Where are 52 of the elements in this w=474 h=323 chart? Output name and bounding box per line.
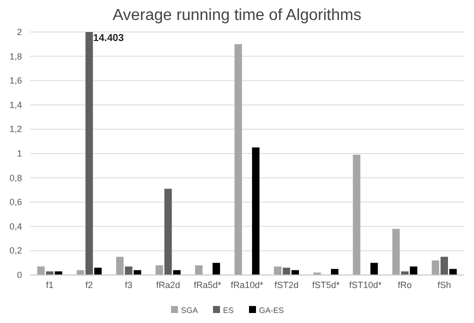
y-tick-label: 1,4 — [9, 100, 22, 110]
x-tick-label: f3 — [124, 280, 132, 290]
bar — [134, 270, 142, 275]
bar — [173, 270, 181, 275]
bar — [352, 154, 360, 275]
bar — [370, 262, 378, 275]
bar — [195, 265, 203, 275]
bar — [449, 268, 457, 275]
bar — [234, 44, 242, 275]
y-tick-label: 1,8 — [9, 51, 22, 62]
x-tick-label: fRa5d* — [194, 280, 222, 290]
bar — [37, 266, 45, 275]
annotation: 14.403 — [93, 33, 124, 44]
bar — [156, 265, 164, 275]
x-tick-label: fRo — [398, 280, 412, 290]
bar — [274, 266, 282, 275]
bar — [164, 188, 172, 275]
bar — [124, 266, 132, 275]
bar — [291, 270, 299, 275]
bar — [432, 260, 440, 275]
x-tick-label: f1 — [46, 280, 54, 290]
x-tick-label: fST2d — [274, 280, 298, 290]
legend-label: SGA — [181, 306, 199, 315]
bar — [410, 266, 418, 275]
legend-label: GA-ES — [259, 306, 284, 315]
bar — [94, 268, 102, 275]
y-tick-label: 1 — [16, 148, 22, 158]
y-tick-label: 1,2 — [9, 124, 22, 134]
y-tick-label: 1,6 — [9, 76, 22, 86]
bar — [76, 270, 84, 275]
y-tick-label: 0,2 — [9, 246, 22, 256]
x-tick-label: fRa2d — [156, 280, 180, 290]
y-tick-label: 0,4 — [9, 221, 22, 232]
y-tick-label: 0 — [16, 270, 22, 280]
bar — [252, 147, 260, 275]
x-tick-label: fSh — [438, 280, 452, 290]
bar — [392, 228, 400, 275]
bar — [85, 32, 93, 275]
y-tick-label: 0,8 — [9, 172, 22, 183]
y-tick-label: 2 — [16, 27, 22, 37]
x-tick-label: fST5d* — [312, 280, 340, 290]
bar — [440, 256, 448, 275]
bar — [212, 262, 220, 275]
x-tick-label: fST10d* — [349, 280, 382, 290]
bar — [116, 256, 124, 275]
legend-label: ES — [223, 306, 234, 315]
bar — [282, 268, 290, 275]
y-tick-label: 0,6 — [9, 197, 22, 208]
x-tick-label: fRa10d* — [230, 280, 264, 290]
bar — [330, 268, 338, 275]
chart-title: Average running time of Algorithms — [112, 7, 362, 24]
x-tick-label: f2 — [85, 280, 93, 290]
